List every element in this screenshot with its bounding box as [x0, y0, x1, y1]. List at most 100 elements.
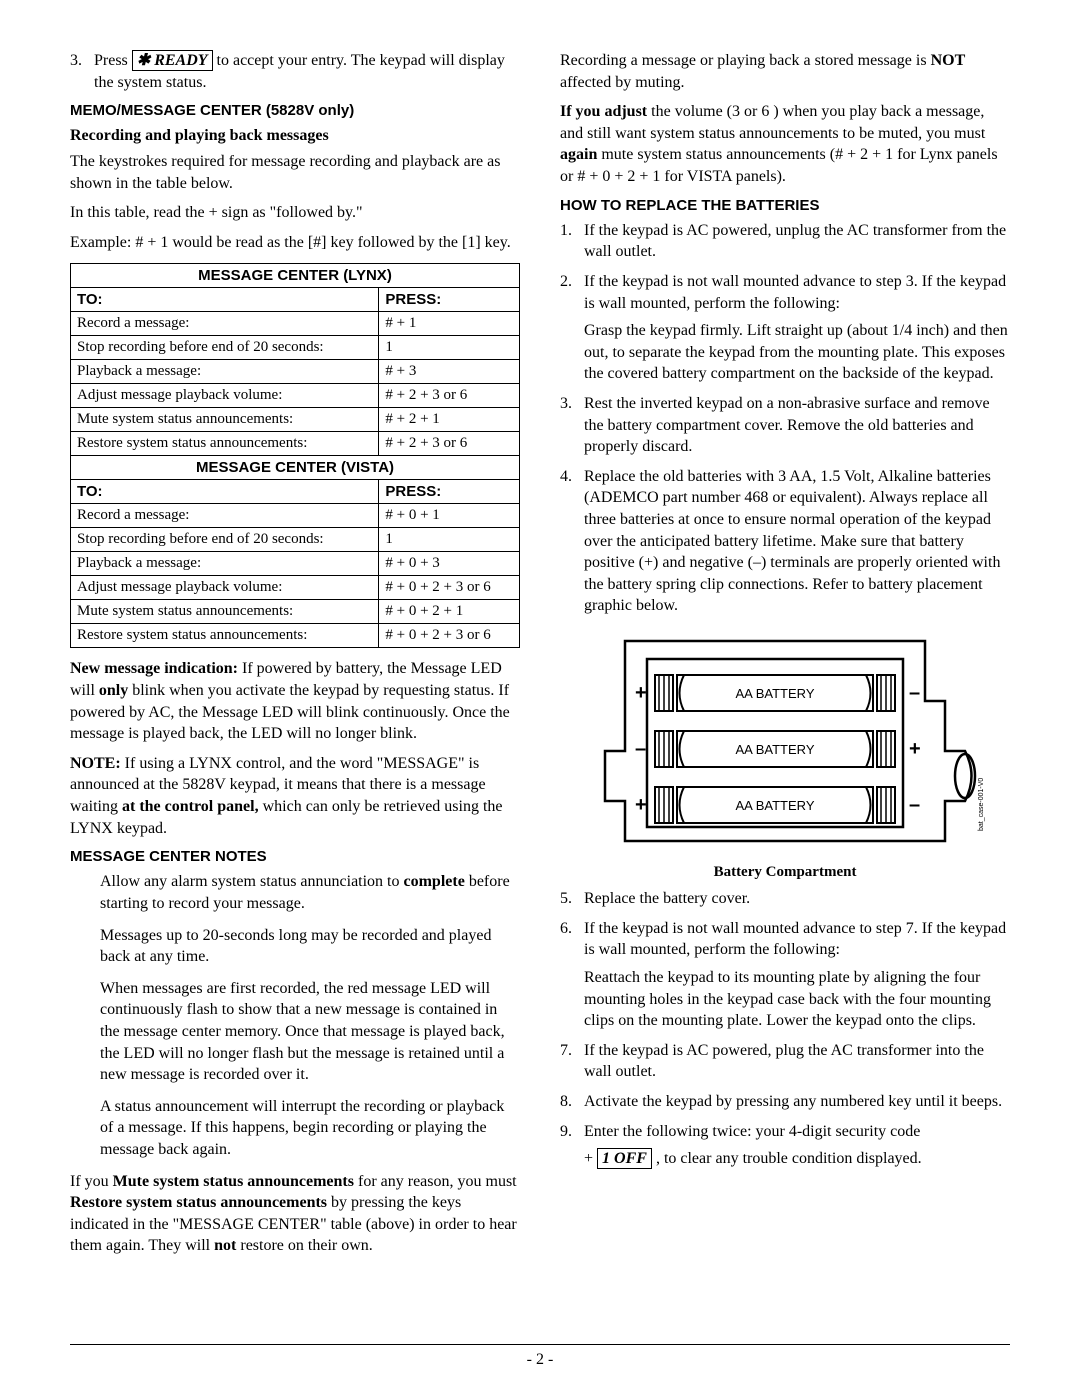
batt-step-1: 1.If the keypad is AC powered, unplug th… [584, 220, 1010, 263]
batt-step-2: 2. If the keypad is not wall mounted adv… [584, 271, 1010, 385]
s5: Replace the battery cover. [584, 890, 750, 907]
batt-step-6: 6. If the keypad is not wall mounted adv… [584, 918, 1010, 1032]
table-row: Mute system status announcements:# + 2 +… [71, 408, 520, 432]
adj-d: mute system status announcements (# + 2 … [560, 146, 998, 185]
table-cell-to: Playback a message: [71, 552, 379, 576]
note-bold2: at the control panel, [122, 798, 259, 815]
table-cell-press: # + 0 + 2 + 3 or 6 [379, 624, 520, 648]
table-cell-press: # + 0 + 1 [379, 504, 520, 528]
table-row: Adjust message playback volume:# + 2 + 3… [71, 384, 520, 408]
step-3-list: 3. Press ✱ READY to accept your entry. T… [70, 50, 520, 93]
hdr-press: PRESS: [379, 288, 520, 312]
mc-notes-heading: MESSAGE CENTER NOTES [70, 847, 520, 867]
table-cell-to: Mute system status announcements: [71, 408, 379, 432]
table-row: Record a message:# + 0 + 1 [71, 504, 520, 528]
battery-steps: 1.If the keypad is AC powered, unplug th… [560, 220, 1010, 617]
table-cell-to: Record a message: [71, 312, 379, 336]
batt-step-9: 9. Enter the following twice: your 4-dig… [584, 1121, 1010, 1170]
svg-text:AA BATTERY: AA BATTERY [736, 798, 815, 813]
off-key: 1 OFF [597, 1148, 652, 1169]
hdr-to-2: TO: [71, 480, 379, 504]
table-cell-press: # + 1 [379, 312, 520, 336]
note-3: When messages are first recorded, the re… [100, 978, 520, 1086]
rp-a: Recording a message or playing back a st… [560, 52, 931, 69]
mp-b: Mute system status announcements [113, 1173, 354, 1190]
table-row: Record a message:# + 1 [71, 312, 520, 336]
n1a: Allow any alarm system status annunciati… [100, 873, 404, 890]
keystrokes-para: The keystrokes required for message reco… [70, 151, 520, 194]
new-message-para: New message indication: If powered by ba… [70, 658, 520, 744]
table-row: Restore system status announcements:# + … [71, 624, 520, 648]
svg-text:+: + [635, 682, 647, 704]
step3-text-a: Press [94, 52, 128, 69]
table-cell-to: Restore system status announcements: [71, 624, 379, 648]
batt-step-5: 5.Replace the battery cover. [584, 888, 1010, 910]
mp-a: If you [70, 1173, 113, 1190]
s8: Activate the keypad by pressing any numb… [584, 1093, 1002, 1110]
footer-rule [70, 1344, 1010, 1345]
s3: Rest the inverted keypad on a non-abrasi… [584, 395, 990, 455]
s9-line2: + 1 OFF , to clear any trouble condition… [584, 1148, 1010, 1170]
rp-c: affected by muting. [560, 74, 685, 91]
table-cell-to: Stop recording before end of 20 seconds: [71, 336, 379, 360]
table-row: Adjust message playback volume:# + 0 + 2… [71, 576, 520, 600]
hdr-to: TO: [71, 288, 379, 312]
svg-text:–: – [909, 682, 920, 704]
adjust-volume-para: If you adjust the volume (3 or 6 ) when … [560, 101, 1010, 187]
step-3: 3. Press ✱ READY to accept your entry. T… [94, 50, 520, 93]
new-msg-bold: New message indication: [70, 660, 238, 677]
example-para: Example: # + 1 would be read as the [#] … [70, 232, 520, 254]
svg-text:AA BATTERY: AA BATTERY [736, 686, 815, 701]
diagram-caption: Battery Compartment [560, 862, 1010, 882]
rp-b: NOT [931, 52, 966, 69]
memo-heading: MEMO/MESSAGE CENTER (5828V only) [70, 101, 520, 121]
recording-heading: Recording and playing back messages [70, 125, 520, 147]
table-cell-press: # + 0 + 2 + 3 or 6 [379, 576, 520, 600]
batt-step-4: 4.Replace the old batteries with 3 AA, 1… [584, 466, 1010, 617]
table-cell-to: Playback a message: [71, 360, 379, 384]
mute-restore-para: If you Mute system status announcements … [70, 1171, 520, 1257]
adj-a: If you adjust [560, 103, 647, 120]
table-cell-press: # + 0 + 3 [379, 552, 520, 576]
table-cell-to: Adjust message playback volume: [71, 576, 379, 600]
mp-g: restore on their own. [236, 1237, 372, 1254]
ready-key: ✱ READY [132, 50, 213, 71]
right-column: Recording a message or playing back a st… [560, 50, 1010, 1261]
note-4: A status announcement will interrupt the… [100, 1096, 520, 1161]
mp-f: not [214, 1237, 236, 1254]
s4: Replace the old batteries with 3 AA, 1.5… [584, 468, 1000, 615]
battery-steps-cont: 5.Replace the battery cover. 6. If the k… [560, 888, 1010, 1170]
table-cell-press: # + 2 + 3 or 6 [379, 384, 520, 408]
table-row: Stop recording before end of 20 seconds:… [71, 528, 520, 552]
table-cell-press: 1 [379, 528, 520, 552]
table-cell-press: # + 2 + 3 or 6 [379, 432, 520, 456]
diagram-side-label: bat_case-001-V0 [978, 777, 985, 830]
new-msg-t2: blink when you activate the keypad by re… [70, 682, 510, 742]
s9c: , to clear any trouble condition display… [652, 1150, 922, 1167]
s1: If the keypad is AC powered, unplug the … [584, 222, 1006, 261]
svg-text:AA BATTERY: AA BATTERY [736, 742, 815, 757]
s6b: Reattach the keypad to its mounting plat… [584, 967, 1010, 1032]
lynx-title: MESSAGE CENTER (LYNX) [71, 264, 520, 288]
n1b: complete [404, 873, 465, 890]
table-cell-press: # + 3 [379, 360, 520, 384]
table-row: Playback a message:# + 0 + 3 [71, 552, 520, 576]
batt-step-7: 7.If the keypad is AC powered, plug the … [584, 1040, 1010, 1083]
s2a: If the keypad is not wall mounted advanc… [584, 273, 1006, 312]
left-column: 3. Press ✱ READY to accept your entry. T… [70, 50, 520, 1261]
table-row: Restore system status announcements:# + … [71, 432, 520, 456]
svg-text:+: + [909, 738, 921, 760]
vista-title: MESSAGE CENTER (VISTA) [71, 456, 520, 480]
hdr-press-2: PRESS: [379, 480, 520, 504]
table-cell-press: # + 2 + 1 [379, 408, 520, 432]
note-1: Allow any alarm system status annunciati… [100, 871, 520, 914]
adj-c: again [560, 146, 597, 163]
svg-text:–: – [909, 794, 920, 816]
table-cell-to: Stop recording before end of 20 seconds: [71, 528, 379, 552]
table-row: Mute system status announcements:# + 0 +… [71, 600, 520, 624]
s9b: + [584, 1150, 597, 1167]
s2b: Grasp the keypad firmly. Lift straight u… [584, 320, 1010, 385]
notes-block: Allow any alarm system status annunciati… [70, 871, 520, 1160]
batt-step-8: 8.Activate the keypad by pressing any nu… [584, 1091, 1010, 1113]
table-cell-to: Mute system status announcements: [71, 600, 379, 624]
